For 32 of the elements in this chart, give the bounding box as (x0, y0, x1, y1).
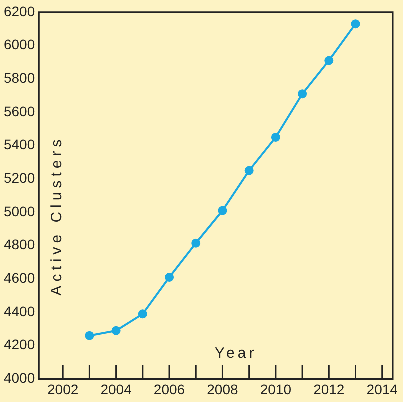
x-tick-label: 2014 (366, 381, 398, 398)
y-tick-label: 6000 (4, 36, 36, 53)
y-tick-label: 4800 (4, 236, 36, 253)
y-tick-label: 4200 (4, 336, 36, 353)
y-tick-label: 4600 (4, 270, 36, 286)
x-tick-label: 2012 (314, 381, 345, 398)
y-axis-title: Active Clusters (48, 136, 66, 296)
y-tick-label: 5400 (4, 136, 36, 153)
y-tick-label: 4400 (4, 303, 36, 320)
point (138, 310, 148, 319)
y-tick-label: 6200 (4, 3, 36, 20)
y-tick-label: 5600 (4, 103, 36, 120)
point (218, 206, 228, 216)
point (244, 166, 254, 176)
y-tick-label: 5000 (4, 203, 36, 220)
x-tick-label: 2010 (260, 381, 292, 398)
x-tick-label: 2008 (207, 381, 239, 398)
point (324, 56, 334, 66)
point (192, 238, 201, 248)
x-axis-title: Year (214, 344, 258, 362)
y-tick-label: 5200 (4, 170, 36, 186)
point (351, 20, 360, 29)
x-tick-label: 2004 (100, 381, 132, 398)
x-tick-label: 2006 (154, 381, 186, 398)
point (298, 90, 308, 99)
y-tick-label: 5800 (4, 70, 36, 86)
point (112, 326, 121, 336)
x-tick-label: 2002 (48, 381, 79, 398)
point (85, 331, 94, 340)
y-tick-label: 4000 (4, 370, 36, 386)
point (271, 132, 280, 142)
point (165, 272, 174, 282)
